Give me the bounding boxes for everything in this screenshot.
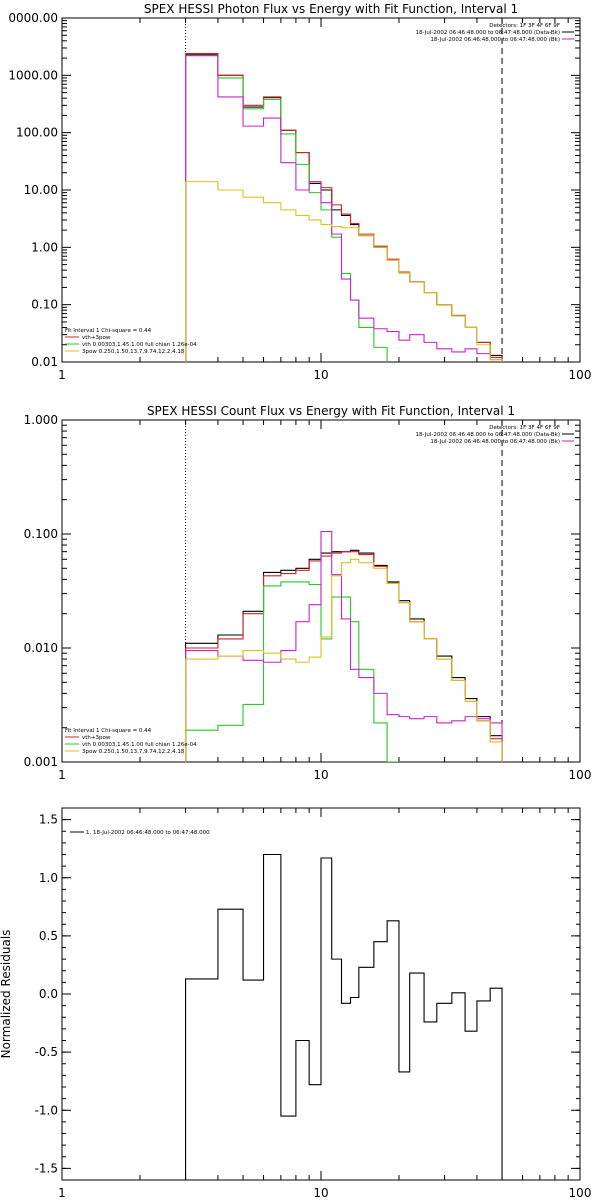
series-three-power bbox=[185, 181, 503, 362]
series-vth bbox=[185, 54, 388, 362]
x-tick-label: 10 bbox=[313, 768, 328, 782]
legend-bottom-entry: Fit Interval 1 Chi-square = 0.44 bbox=[65, 328, 152, 334]
legend-top-entry: 18-Jul-2002 06:46:48.000 to 06:47:48.000… bbox=[416, 30, 561, 36]
legend-bottom-entry: vth 0.00303,1.45,1.00 full chian 1.26e-0… bbox=[82, 742, 197, 748]
series-residuals bbox=[185, 853, 503, 1180]
series-group bbox=[185, 531, 503, 762]
y-tick-label: 0.5 bbox=[39, 929, 58, 943]
x-tick-label: 1 bbox=[58, 768, 66, 782]
chart-title: SPEX HESSI Count Flux vs Energy with Fit… bbox=[147, 404, 515, 418]
legend-bottom-entry: vth+3pow bbox=[82, 735, 111, 741]
x-tick-label: 10 bbox=[313, 1186, 328, 1200]
series-group bbox=[185, 52, 503, 362]
legend-top-entry: Detectors: 1F 3F 4F 6F 9F bbox=[489, 425, 560, 431]
y-tick-label: 0.10 bbox=[31, 298, 58, 312]
series-three-power bbox=[185, 558, 503, 762]
legend-bottom-entry: vth 0.00303,1.45,1.00 full chian 1.26e-0… bbox=[82, 342, 197, 348]
x-tick-label: 1 bbox=[58, 1186, 66, 1200]
legend-top-entry: 18-Jul-2002 06:46:48.000 to 06:47:48.000… bbox=[430, 439, 560, 445]
series-data bbox=[185, 549, 503, 762]
y-tick-label: 1.000 bbox=[24, 413, 58, 427]
legend-top-entry: 18-Jul-2002 06:46:48.000 to 06:47:48.000… bbox=[416, 432, 561, 438]
x-tick-label: 100 bbox=[569, 768, 592, 782]
y-tick-label: 0.001 bbox=[24, 755, 58, 769]
x-tick-label: 100 bbox=[569, 1186, 592, 1200]
legend-bottom-entry: vth+3pow bbox=[82, 335, 111, 341]
legend-bottom-entry: 3pow 0.250,1.50,13.7,9.74,12.2,4.18 bbox=[82, 349, 185, 355]
y-tick-label: 100.00 bbox=[16, 126, 58, 140]
legend-bottom-entry: 3pow 0.250,1.50,13.7,9.74,12.2,4.18 bbox=[82, 749, 185, 755]
count-flux-panel: SPEX HESSI Count Flux vs Energy with Fit… bbox=[24, 404, 592, 782]
y-axis-label: Normalized Residuals bbox=[0, 930, 13, 1059]
y-tick-label: 0.0 bbox=[39, 987, 58, 1001]
residuals-panel: Normalized Residuals 1 10 100 -1.5 -1.0 -0.5 0.… bbox=[0, 807, 592, 1200]
legend-top-entry: Detectors: 1F 3F 4F 6F 9F bbox=[489, 23, 560, 29]
y-tick-label: 1.5 bbox=[39, 813, 58, 827]
y-tick-label: 1.00 bbox=[31, 240, 58, 254]
series-fit bbox=[185, 551, 503, 762]
series-vth bbox=[185, 581, 400, 762]
series-data bbox=[185, 54, 503, 362]
y-tick-label: -1.0 bbox=[35, 1103, 58, 1117]
y-tick-label: 0.01 bbox=[31, 355, 58, 369]
legend-top-entry: 1. 18-Jul-2002 06:46:48.000 to 06:47:48.… bbox=[86, 830, 210, 836]
y-tick-label: -0.5 bbox=[35, 1045, 58, 1059]
legend-top-entry: 18-Jul-2002 06:46:48.000 to 06:47:48.000… bbox=[430, 37, 560, 43]
series-background bbox=[185, 531, 503, 762]
y-tick-label: -1.5 bbox=[35, 1161, 58, 1175]
x-tick-label: 100 bbox=[569, 368, 592, 382]
y-tick-label: 1.0 bbox=[39, 871, 58, 885]
x-tick-label: 1 bbox=[58, 368, 66, 382]
y-tick-label: 1000.00 bbox=[8, 68, 58, 82]
legend-bottom-entry: Fit Interval 1 Chi-square = 0.44 bbox=[65, 728, 152, 734]
y-tick-label: 0000.00 bbox=[8, 11, 58, 25]
y-tick-label: 10.00 bbox=[24, 183, 58, 197]
y-tick-label: 0.010 bbox=[24, 641, 58, 655]
y-tick-label: 0.100 bbox=[24, 527, 58, 541]
series-background bbox=[185, 55, 503, 362]
x-tick-label: 10 bbox=[313, 368, 328, 382]
photon-flux-panel: SPEX HESSI Photon Flux vs Energy with Fi… bbox=[8, 2, 592, 382]
series-group bbox=[185, 853, 503, 1180]
chart-title: SPEX HESSI Photon Flux vs Energy with Fi… bbox=[144, 2, 518, 16]
